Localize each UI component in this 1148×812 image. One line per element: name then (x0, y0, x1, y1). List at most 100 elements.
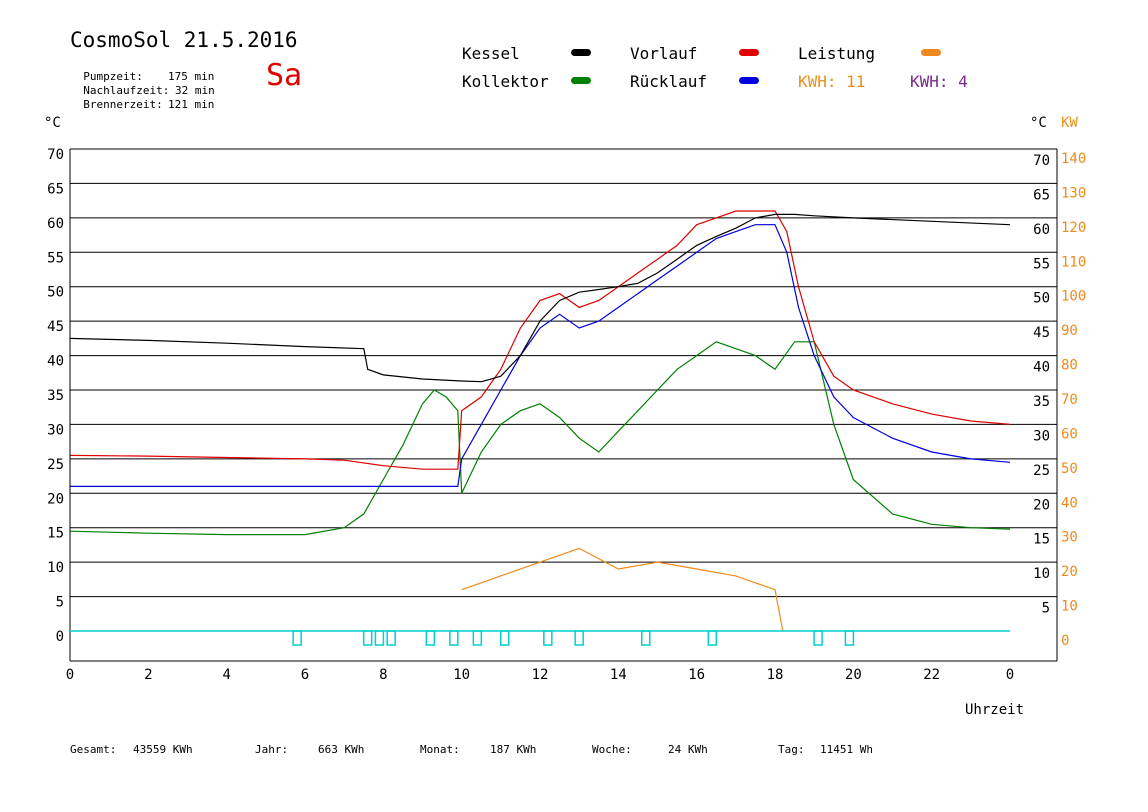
y2-tick-label: 130 (1061, 185, 1086, 201)
y-tick-label-right: 20 (1033, 497, 1050, 513)
pump-marker (844, 630, 855, 646)
stat-label: Pumpzeit: (83, 70, 143, 83)
pump-marker (472, 630, 483, 646)
x-tick-label: 8 (379, 667, 387, 683)
stat-value: 32 min (175, 84, 215, 97)
legend-kessel: Kessel (462, 44, 520, 63)
y2-tick-label: 140 (1061, 151, 1086, 167)
stat-nachlaufzeit: Nachlaufzeit: 32 min (70, 71, 215, 97)
footer-monat-label: Monat: (420, 743, 460, 756)
legend-leistung: Leistung (798, 44, 876, 63)
left-axis-unit: °C (44, 115, 61, 131)
pump-marker (386, 630, 396, 646)
x-tick-label: 20 (845, 667, 862, 683)
footer-gesamt-value: 43559 KWh (133, 743, 193, 756)
y-tick-label-right: 35 (1033, 394, 1050, 410)
series-line-ruecklauf (70, 224, 1011, 487)
x-tick-label: 10 (453, 667, 470, 683)
y-tick-label-left: 30 (47, 422, 64, 438)
y-tick-label-right: 70 (1033, 153, 1050, 169)
footer-woche-label: Woche: (592, 743, 632, 756)
y2-tick-label: 20 (1061, 564, 1078, 580)
x-tick-label: 16 (688, 667, 705, 683)
y-tick-label-left: 50 (47, 285, 64, 301)
y-tick-label-right: 5 (1042, 601, 1050, 617)
weekday-label: Sa (266, 58, 303, 93)
pump-marker (707, 630, 718, 646)
footer-tag-label: Tag: (778, 743, 805, 756)
series-line-vorlauf (69, 210, 1011, 470)
right-axis-unit-kw: KW (1061, 115, 1078, 131)
y2-tick-label: 70 (1061, 392, 1078, 408)
y-tick-label-left: 45 (47, 319, 64, 335)
y-tick-label-right: 55 (1033, 256, 1050, 272)
y-tick-label-right: 30 (1033, 428, 1050, 444)
x-tick-label: 12 (532, 667, 549, 683)
footer-woche-value: 24 KWh (668, 743, 708, 756)
legend-vorlauf: Vorlauf (630, 44, 698, 63)
y-tick-label-left: 5 (56, 595, 64, 611)
right-axis-unit-c: °C (1030, 115, 1047, 131)
y2-tick-label: 50 (1061, 461, 1078, 477)
y-tick-label-left: 40 (47, 354, 64, 370)
y-tick-label-right: 15 (1033, 532, 1050, 548)
y-tick-label-right: 25 (1033, 463, 1050, 479)
pump-marker (500, 630, 510, 646)
y-tick-label-left: 65 (47, 181, 64, 197)
series-line-kessel (69, 213, 1011, 383)
pump-marker (813, 630, 823, 646)
series-line-kollektor (69, 341, 1011, 536)
stat-brennerzeit: Brennerzeit: 121 min (70, 85, 214, 111)
y-tick-label-right: 40 (1033, 360, 1050, 376)
y2-tick-label: 80 (1061, 358, 1078, 374)
x-tick-label: 4 (222, 667, 230, 683)
legend-ruecklauf-swatch (739, 77, 759, 84)
x-tick-label: 14 (610, 667, 627, 683)
y-tick-label-right: 60 (1033, 222, 1050, 238)
stat-pumpzeit: Pumpzeit: 175 min (70, 57, 214, 83)
y2-tick-label: 60 (1061, 426, 1078, 442)
stat-label: Brennerzeit: (83, 98, 163, 111)
y-tick-label-right: 10 (1033, 566, 1050, 582)
y-tick-label-right: 50 (1033, 291, 1050, 307)
pump-marker (292, 630, 302, 646)
chart-title: CosmoSol 21.5.2016 (70, 28, 298, 52)
y2-tick-label: 110 (1061, 254, 1086, 270)
footer-jahr-label: Jahr: (255, 743, 289, 756)
pump-marker (374, 630, 385, 646)
y-tick-label-left: 55 (47, 250, 64, 266)
x-tick-label: 2 (144, 667, 152, 683)
y-tick-label-left: 60 (47, 216, 64, 232)
x-tick-label: 0 (1006, 667, 1014, 683)
legend-kessel-swatch (571, 49, 591, 56)
legend-leistung-swatch (921, 49, 941, 56)
y2-tick-label: 120 (1061, 220, 1086, 236)
pump-marker (362, 630, 373, 646)
legend-kollektor: Kollektor (462, 72, 549, 91)
pump-marker (449, 630, 459, 646)
y2-tick-label: 100 (1061, 289, 1086, 305)
y2-tick-label: 10 (1061, 599, 1078, 615)
kwh-total-orange: KWH: 11 (798, 72, 866, 91)
stat-label: Nachlaufzeit: (83, 84, 170, 97)
x-tick-label: 6 (301, 667, 309, 683)
footer-tag-value: 11451 Wh (820, 743, 873, 756)
pump-marker (425, 630, 436, 646)
stat-value: 175 min (168, 70, 215, 83)
x-tick-label: 22 (923, 667, 940, 683)
footer-gesamt-label: Gesamt: (70, 743, 117, 756)
y-tick-label-left: 10 (47, 560, 64, 576)
y2-tick-label: 40 (1061, 495, 1078, 511)
y-tick-label-left: 20 (47, 491, 64, 507)
stat-value: 121 min (168, 98, 215, 111)
y2-tick-label: 0 (1061, 633, 1069, 649)
legend-ruecklauf: Rücklauf (630, 72, 708, 91)
series-line-leistung (461, 547, 784, 632)
kwh-total-purple: KWH: 4 (910, 72, 968, 91)
y-tick-label-left: 0 (56, 629, 64, 645)
legend-vorlauf-swatch (739, 49, 759, 56)
footer-jahr-value: 663 KWh (318, 743, 365, 756)
y-tick-label-left: 25 (47, 457, 64, 473)
y-tick-label-left: 70 (47, 147, 64, 163)
